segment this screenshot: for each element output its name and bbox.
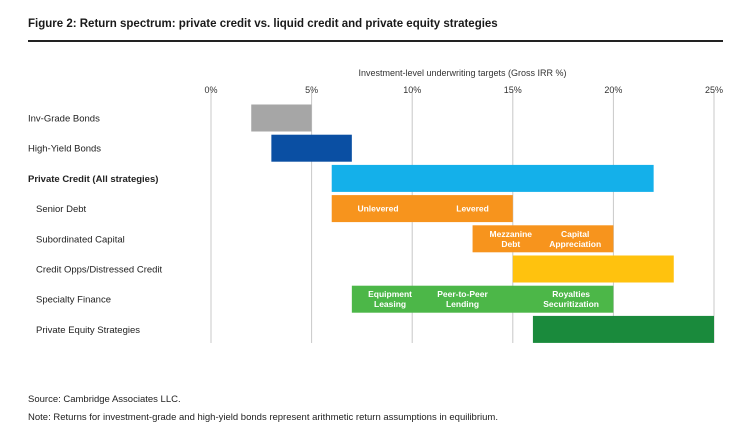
source-note: Source: Cambridge Associates LLC. [28, 394, 181, 405]
range-bar [331, 164, 654, 192]
x-tick-label: 15% [504, 85, 522, 95]
footnote: Note: Returns for investment-grade and h… [28, 412, 498, 423]
category-label: Specialty Finance [36, 295, 111, 306]
range-bar [532, 315, 714, 343]
bar-segment-label: Royalties Securitization [543, 289, 599, 309]
x-tick-label: 20% [604, 85, 622, 95]
x-axis-title: Investment-level underwriting targets (G… [358, 68, 566, 78]
category-label: Inv-Grade Bonds [28, 114, 100, 125]
bar-segment-label: Capital Appreciation [549, 229, 601, 249]
category-label: Private Credit (All strategies) [28, 174, 158, 185]
range-bar [331, 195, 513, 223]
bar-segment-label: Mezzanine Debt [490, 229, 533, 249]
figure-title: Figure 2: Return spectrum: private credi… [28, 18, 498, 30]
range-bar [271, 134, 352, 162]
category-label: Subordinated Capital [36, 234, 125, 245]
x-tick-label: 0% [204, 85, 217, 95]
range-bar [351, 285, 614, 313]
range-bar [512, 255, 674, 283]
category-label: Private Equity Strategies [36, 325, 140, 336]
bar-segment-label: Unlevered [357, 204, 398, 214]
category-label: Senior Debt [36, 204, 87, 215]
bar-segment-label: Levered [456, 204, 489, 214]
category-label: Credit Opps/Distressed Credit [36, 265, 163, 276]
range-bar [472, 225, 614, 253]
title-rule [28, 40, 723, 42]
x-tick-label: 25% [705, 85, 723, 95]
bar-segment-label: Peer-to-Peer Lending [437, 289, 488, 309]
bar-segment-label: Equipment Leasing [368, 289, 412, 309]
x-tick-label: 10% [403, 85, 421, 95]
range-bar [251, 104, 312, 132]
x-tick-label: 5% [305, 85, 318, 95]
category-label: High-Yield Bonds [28, 144, 101, 155]
